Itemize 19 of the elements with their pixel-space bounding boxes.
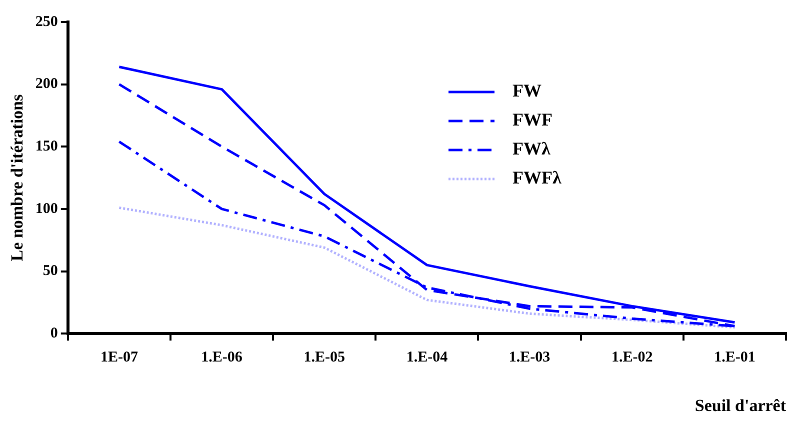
y-tick-label: 50 — [42, 263, 58, 280]
y-tick-label: 200 — [35, 76, 58, 92]
x-tick-label: 1.E-03 — [508, 349, 550, 366]
x-tick-label: 1E-07 — [100, 349, 138, 366]
y-tick-label: 100 — [35, 200, 58, 217]
x-tick-label: 1.E-04 — [406, 349, 448, 366]
x-tick-label: 1.E-01 — [714, 349, 756, 366]
y-axis-title: Le nombre d'itérations — [8, 94, 27, 262]
x-tick-label: 1.E-06 — [201, 349, 243, 366]
y-tick-label: 150 — [35, 138, 58, 155]
legend-label: FWλ — [512, 138, 550, 159]
y-tick-label: 250 — [35, 14, 58, 30]
legend-label: FWFλ — [512, 168, 562, 188]
x-axis-title: Seuil d'arrêt — [694, 396, 786, 416]
legend-label: FWF — [512, 110, 552, 130]
x-tick-label: 1.E-05 — [304, 349, 345, 366]
x-tick-label: 1.E-02 — [611, 349, 653, 366]
y-tick-label: 0 — [50, 325, 58, 342]
legend-label: FW — [512, 80, 542, 101]
